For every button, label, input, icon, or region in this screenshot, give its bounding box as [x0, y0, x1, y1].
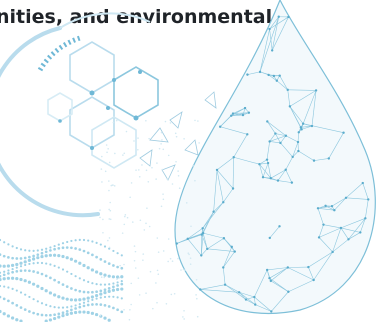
dotted-wave-icon	[0, 238, 124, 322]
fragments	[139, 91, 217, 181]
water-drop-icon	[174, 0, 376, 314]
hexagon-molecule-icon	[47, 41, 159, 169]
circular-arc-icon	[0, 12, 151, 218]
dot-field	[99, 119, 200, 321]
molecule-nodes	[58, 70, 142, 150]
